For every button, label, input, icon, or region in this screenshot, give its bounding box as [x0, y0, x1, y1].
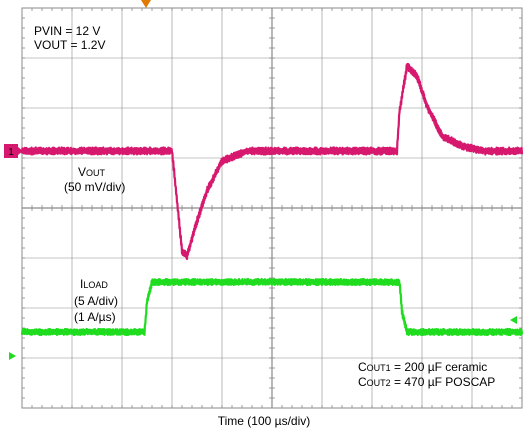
markers: 1: [4, 0, 517, 360]
vout-scale-label: (50 mV/div): [64, 180, 126, 194]
cout2-value: = 470 µF POSCAP: [390, 375, 496, 389]
channel-1-marker-icon: 1: [4, 144, 23, 158]
traces: [20, 62, 524, 337]
vout-label-main: V: [78, 165, 87, 179]
cout2-annotation: COUT2 = 470 µF POSCAP: [358, 375, 495, 390]
vout-setpoint-annotation: VOUT = 1.2V: [34, 38, 106, 52]
cout1-main: C: [358, 360, 367, 374]
trigger-marker-icon: [141, 0, 151, 8]
vout-trace: [20, 62, 524, 261]
iload-label-main: I: [80, 277, 84, 291]
channel-marker-label: 1: [8, 147, 14, 158]
cout1-annotation: COUT1 = 200 µF ceramic: [358, 360, 487, 375]
level-marker-right-icon: [510, 316, 517, 324]
cout1-sub: OUT1: [366, 363, 391, 373]
cout2-sub: OUT2: [366, 378, 391, 388]
x-axis-label: Time (100 µs/div): [217, 414, 311, 428]
iload-scale-label: (5 A/div): [74, 294, 119, 308]
channel-marker-arrow: [18, 147, 23, 155]
channel-marker-box: [4, 144, 18, 158]
cout2-main: C: [358, 375, 367, 389]
pvin-annotation: PVIN = 12 V: [34, 24, 101, 38]
vout-channel-label: VOUT: [78, 165, 105, 180]
iload-label-sub: LOAD: [83, 280, 108, 290]
iload-channel-label: ILOAD: [80, 277, 108, 292]
vout-label-sub: OUT: [86, 168, 106, 178]
graticule: [21, 7, 523, 409]
level-marker-left-icon: [9, 352, 16, 360]
iload-slew-label: (1 A/µs): [74, 310, 116, 324]
cout1-value: = 200 µF ceramic: [390, 360, 488, 374]
iload-trace: [20, 277, 524, 337]
